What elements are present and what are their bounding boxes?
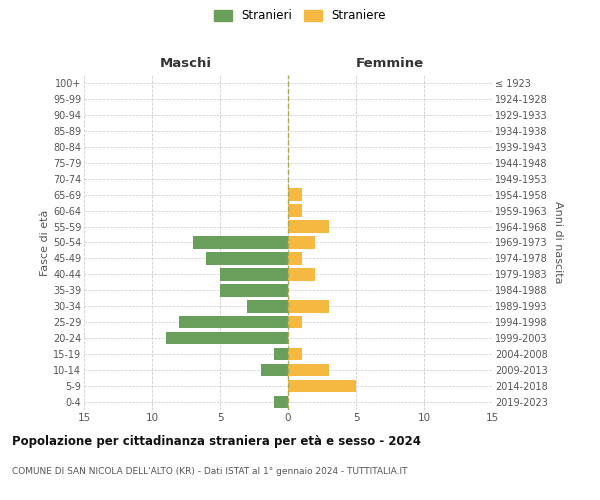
- Bar: [288, 364, 329, 376]
- Bar: [274, 396, 288, 408]
- Bar: [220, 268, 288, 280]
- Bar: [288, 316, 302, 328]
- Bar: [288, 300, 329, 312]
- Bar: [193, 236, 288, 248]
- Y-axis label: Anni di nascita: Anni di nascita: [553, 201, 563, 284]
- Bar: [247, 300, 288, 312]
- Bar: [288, 204, 302, 217]
- Text: Femmine: Femmine: [356, 57, 424, 70]
- Text: Popolazione per cittadinanza straniera per età e sesso - 2024: Popolazione per cittadinanza straniera p…: [12, 435, 421, 448]
- Bar: [220, 284, 288, 296]
- Bar: [288, 348, 302, 360]
- Y-axis label: Fasce di età: Fasce di età: [40, 210, 50, 276]
- Bar: [288, 268, 315, 280]
- Bar: [179, 316, 288, 328]
- Bar: [261, 364, 288, 376]
- Bar: [166, 332, 288, 344]
- Bar: [288, 380, 356, 392]
- Legend: Stranieri, Straniere: Stranieri, Straniere: [211, 6, 389, 26]
- Bar: [288, 252, 302, 264]
- Bar: [206, 252, 288, 264]
- Bar: [288, 236, 315, 248]
- Text: COMUNE DI SAN NICOLA DELL'ALTO (KR) - Dati ISTAT al 1° gennaio 2024 - TUTTITALIA: COMUNE DI SAN NICOLA DELL'ALTO (KR) - Da…: [12, 468, 407, 476]
- Bar: [274, 348, 288, 360]
- Text: Maschi: Maschi: [160, 57, 212, 70]
- Bar: [288, 188, 302, 201]
- Bar: [288, 220, 329, 233]
